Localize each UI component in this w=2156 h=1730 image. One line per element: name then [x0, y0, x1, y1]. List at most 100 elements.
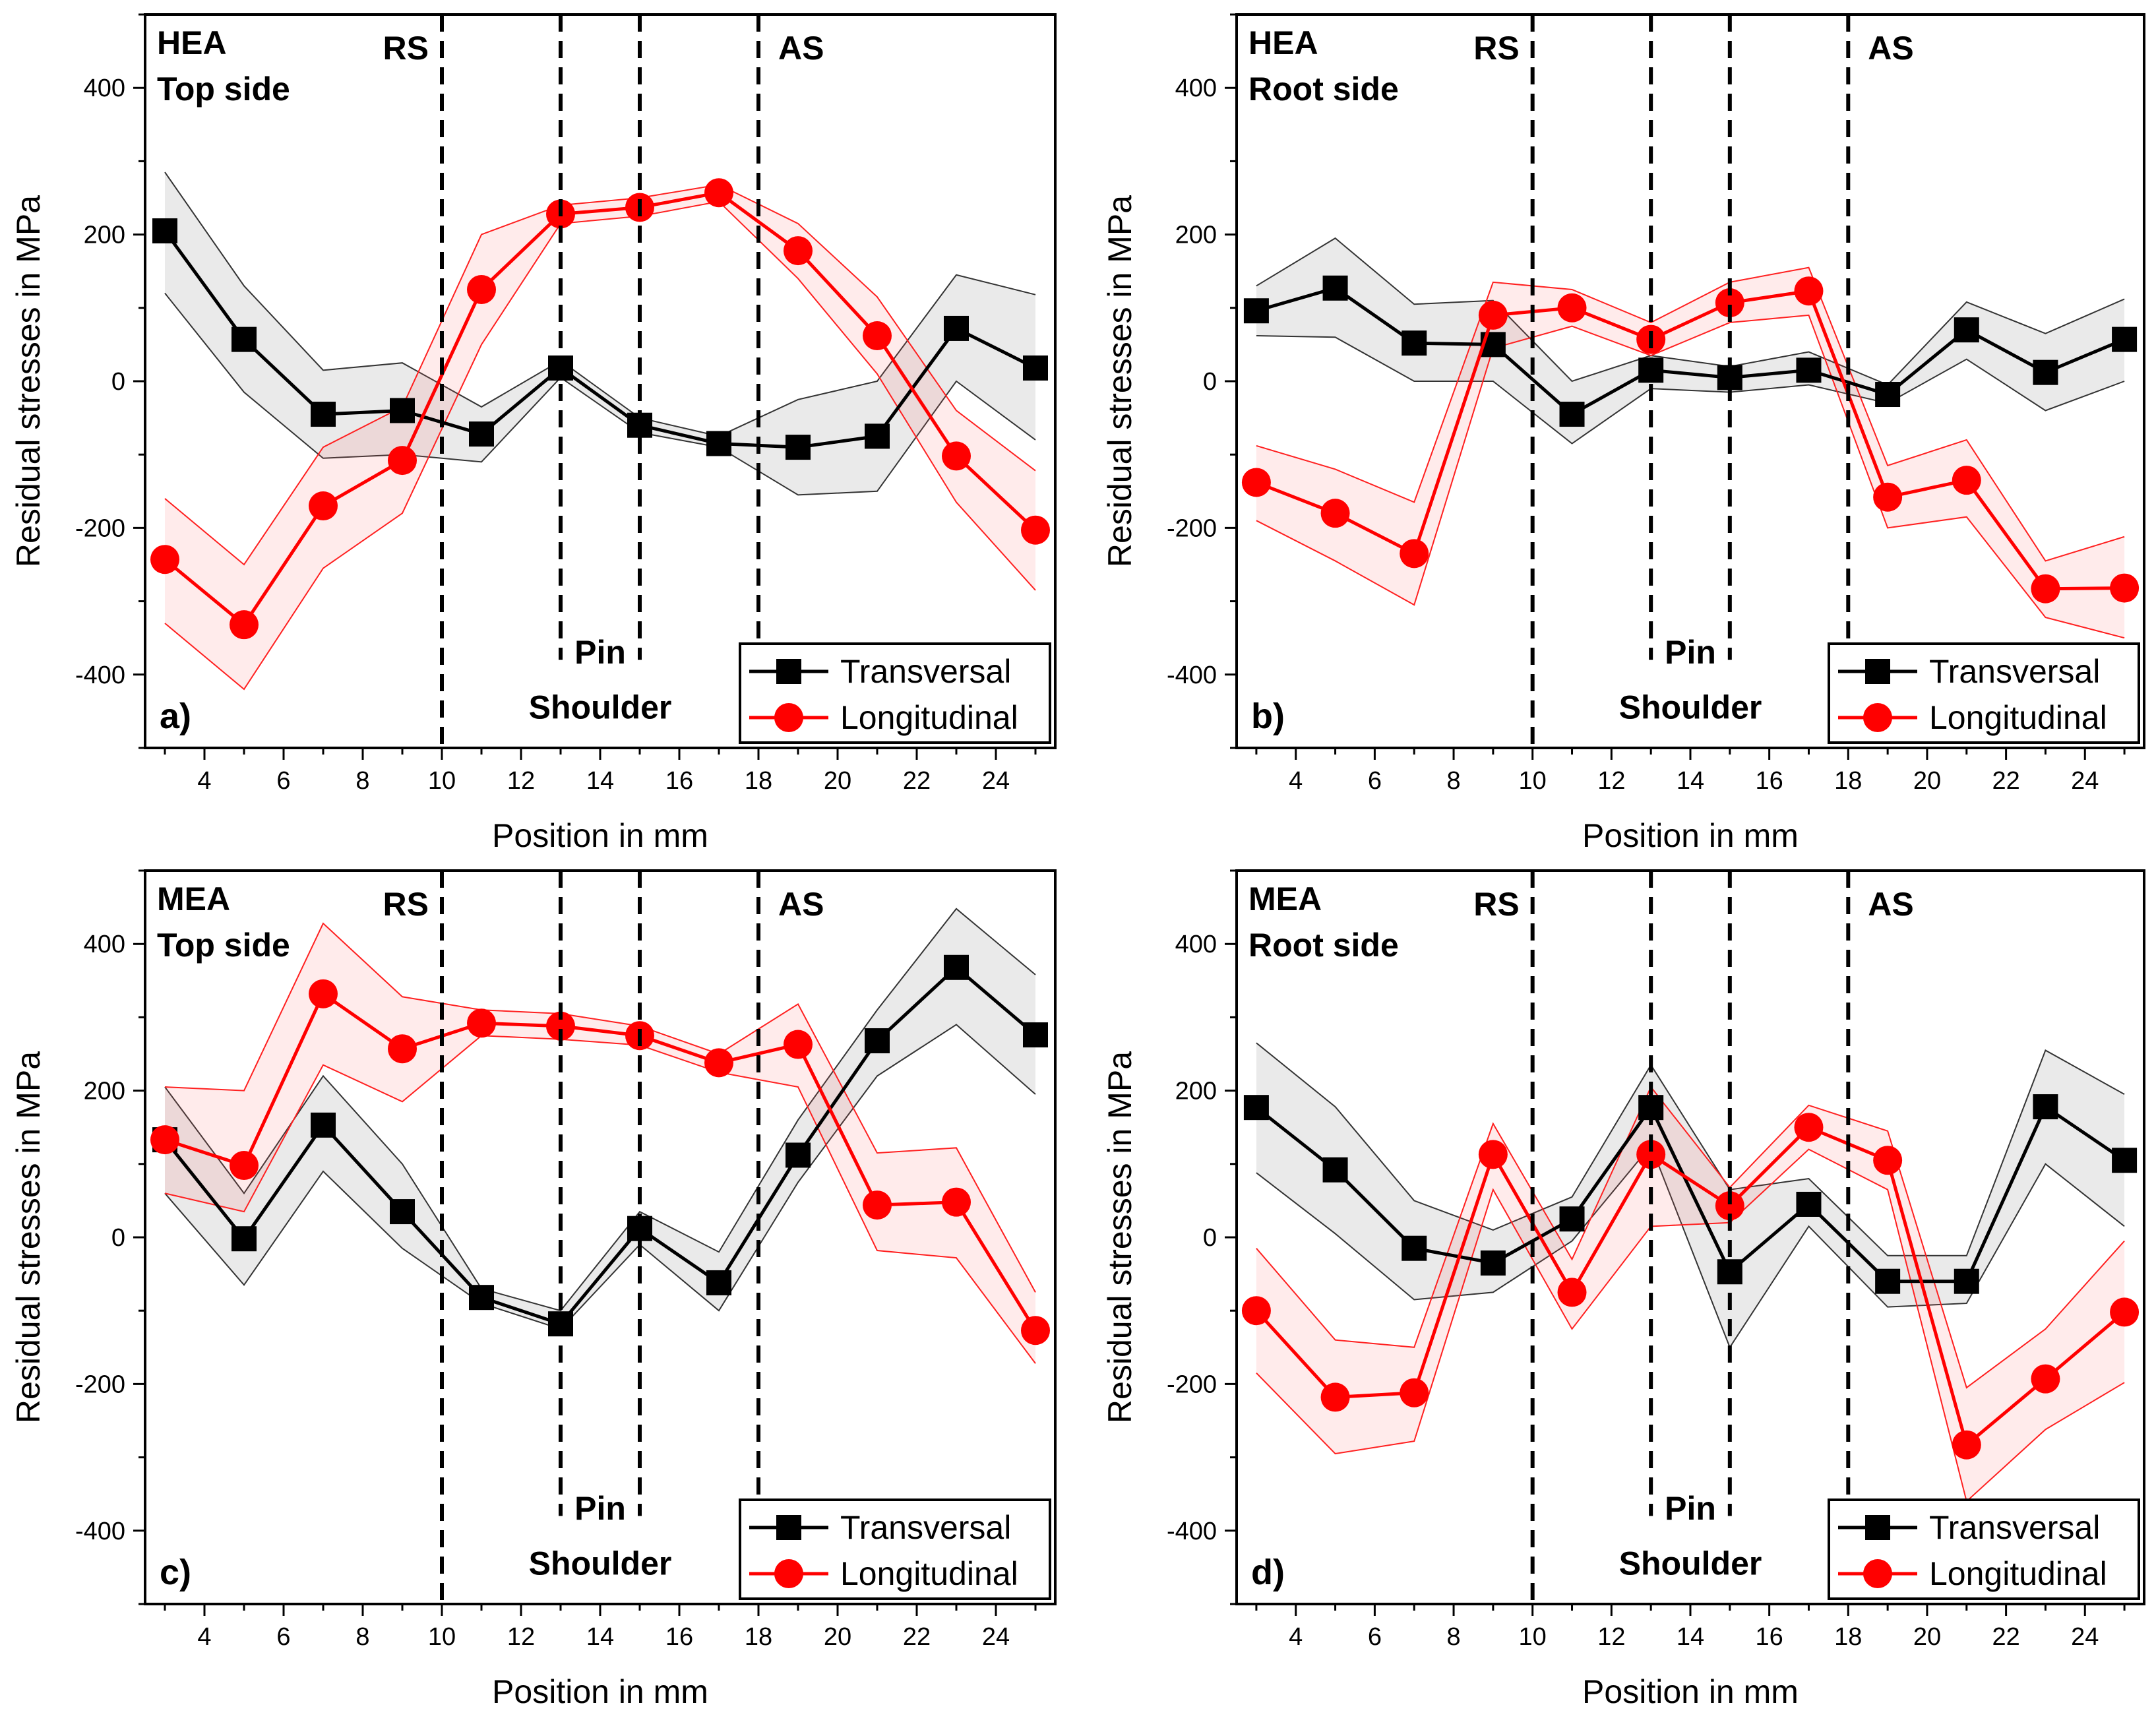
data-point-transversal	[231, 1226, 257, 1252]
chart-panel-d: 4 6 8 10 12 14 16 18 20 22 24 -400 -200 0 200 400 Positi…	[1101, 869, 2145, 1710]
data-point-longitudinal	[1021, 515, 1050, 545]
x-tick-label: 20	[824, 1623, 851, 1651]
legend-marker-longitudinal	[1863, 703, 1892, 732]
panel-tag: d)	[1251, 1553, 1285, 1592]
legend: Transversal Longitudinal	[1828, 1498, 2140, 1600]
x-tick-label: 4	[197, 767, 211, 795]
data-point-longitudinal	[784, 236, 813, 266]
x-tick-label: 8	[1446, 767, 1460, 795]
data-point-transversal	[1559, 1206, 1585, 1232]
x-tick-label: 14	[1677, 767, 1704, 795]
data-point-transversal	[865, 1028, 890, 1053]
legend-label-transversal: Transversal	[1929, 653, 2100, 690]
y-tick-label: 0	[111, 1224, 125, 1252]
x-tick-label: 22	[903, 767, 931, 795]
data-point-longitudinal	[150, 1125, 179, 1155]
data-point-transversal	[1480, 1250, 1506, 1276]
data-point-transversal	[390, 398, 415, 423]
y-axis-title: Residual stresses in MPa	[1101, 1051, 1138, 1423]
data-point-longitudinal	[1557, 293, 1587, 323]
x-tick-label: 18	[745, 1623, 772, 1651]
data-point-longitudinal	[1400, 539, 1429, 569]
data-point-longitudinal	[1320, 1382, 1350, 1412]
plot-content	[1241, 237, 2140, 639]
data-point-transversal	[1322, 1157, 1348, 1183]
legend: Transversal Longitudinal	[739, 1498, 1051, 1600]
panel-title-line: Top side	[157, 71, 290, 108]
data-point-longitudinal	[1021, 1316, 1050, 1345]
data-point-transversal	[390, 1199, 415, 1225]
y-tick-label: -200	[75, 514, 125, 542]
data-point-longitudinal	[942, 1187, 971, 1217]
series-longitudinal	[150, 178, 1050, 640]
shoulder-label: Shoulder	[1619, 689, 1762, 726]
y-tick-label: 400	[1175, 75, 1217, 102]
panel-title-line: MEA	[157, 880, 230, 917]
band-lower-transversal	[1256, 335, 2125, 445]
band-lower-longitudinal	[1256, 314, 2125, 639]
pin-label: Pin	[574, 1490, 626, 1527]
x-tick-label: 16	[665, 767, 693, 795]
data-point-transversal	[1243, 1095, 1269, 1121]
x-tick-label: 10	[1519, 1623, 1547, 1651]
data-point-longitudinal	[704, 1048, 733, 1078]
band-upper-transversal	[164, 171, 1036, 437]
data-point-longitudinal	[546, 1011, 575, 1041]
zone-label-as: AS	[778, 30, 824, 67]
legend-marker-transversal	[776, 659, 801, 684]
band-upper-longitudinal	[164, 922, 1036, 1293]
band-upper-longitudinal	[1256, 1086, 2125, 1389]
x-tick-label: 6	[276, 767, 290, 795]
series-transversal	[1243, 275, 2138, 427]
data-point-longitudinal	[388, 1034, 417, 1064]
band-lower-transversal	[164, 1024, 1036, 1330]
zone-label-rs: RS	[1473, 886, 1519, 923]
panel-title-line: HEA	[1248, 24, 1318, 61]
data-point-longitudinal	[863, 321, 892, 351]
zone-label-as: AS	[1868, 30, 1913, 67]
band-upper-longitudinal	[164, 183, 1036, 566]
data-point-transversal	[1023, 1022, 1048, 1048]
data-point-transversal	[1954, 317, 1979, 343]
y-tick-label: 200	[1175, 222, 1217, 249]
x-tick-label: 4	[197, 1623, 211, 1651]
legend-marker-transversal	[1865, 659, 1890, 684]
data-point-transversal	[1875, 382, 1901, 408]
band-longitudinal	[1256, 267, 2125, 638]
y-tick-label: 200	[84, 1078, 125, 1105]
data-point-transversal	[785, 1142, 811, 1168]
y-tick-label: -400	[1167, 1518, 1217, 1545]
legend-marker-transversal	[776, 1515, 801, 1540]
data-point-longitudinal	[467, 1008, 496, 1038]
legend: Transversal Longitudinal	[1828, 642, 2140, 744]
data-point-transversal	[706, 1270, 731, 1295]
legend-marker-longitudinal	[774, 1559, 803, 1588]
x-tick-label: 20	[824, 767, 851, 795]
panel-title-line: HEA	[157, 24, 227, 61]
data-point-longitudinal	[150, 545, 179, 574]
series-transversal	[1243, 1094, 2138, 1294]
data-point-longitudinal	[230, 1151, 259, 1181]
data-point-transversal	[2033, 359, 2058, 385]
x-tick-label: 12	[1597, 1623, 1625, 1651]
panel-tag: b)	[1251, 696, 1285, 736]
legend-label-longitudinal: Longitudinal	[1929, 1555, 2107, 1592]
legend-label-longitudinal: Longitudinal	[840, 1555, 1018, 1592]
data-point-longitudinal	[309, 979, 338, 1008]
pin-label: Pin	[1665, 634, 1716, 671]
band-upper-transversal	[1256, 237, 2125, 386]
y-tick-label: 0	[1203, 1224, 1217, 1252]
chart-panel-c: 4 6 8 10 12 14 16 18 20 22 24 -400 -200 0 200 400 Positi…	[10, 869, 1057, 1710]
data-point-longitudinal	[1952, 1430, 1981, 1460]
data-point-transversal	[1954, 1268, 1979, 1294]
x-tick-label: 18	[745, 767, 772, 795]
x-tick-label: 14	[586, 767, 614, 795]
data-point-longitudinal	[230, 610, 259, 640]
data-point-transversal	[2033, 1094, 2058, 1120]
data-point-longitudinal	[704, 178, 733, 208]
x-axis-title: Position in mm	[492, 1673, 708, 1710]
x-tick-label: 8	[1446, 1623, 1460, 1651]
x-tick-label: 12	[507, 767, 535, 795]
y-axis-title: Residual stresses in MPa	[10, 195, 47, 567]
series-line-transversal	[164, 965, 1037, 1326]
